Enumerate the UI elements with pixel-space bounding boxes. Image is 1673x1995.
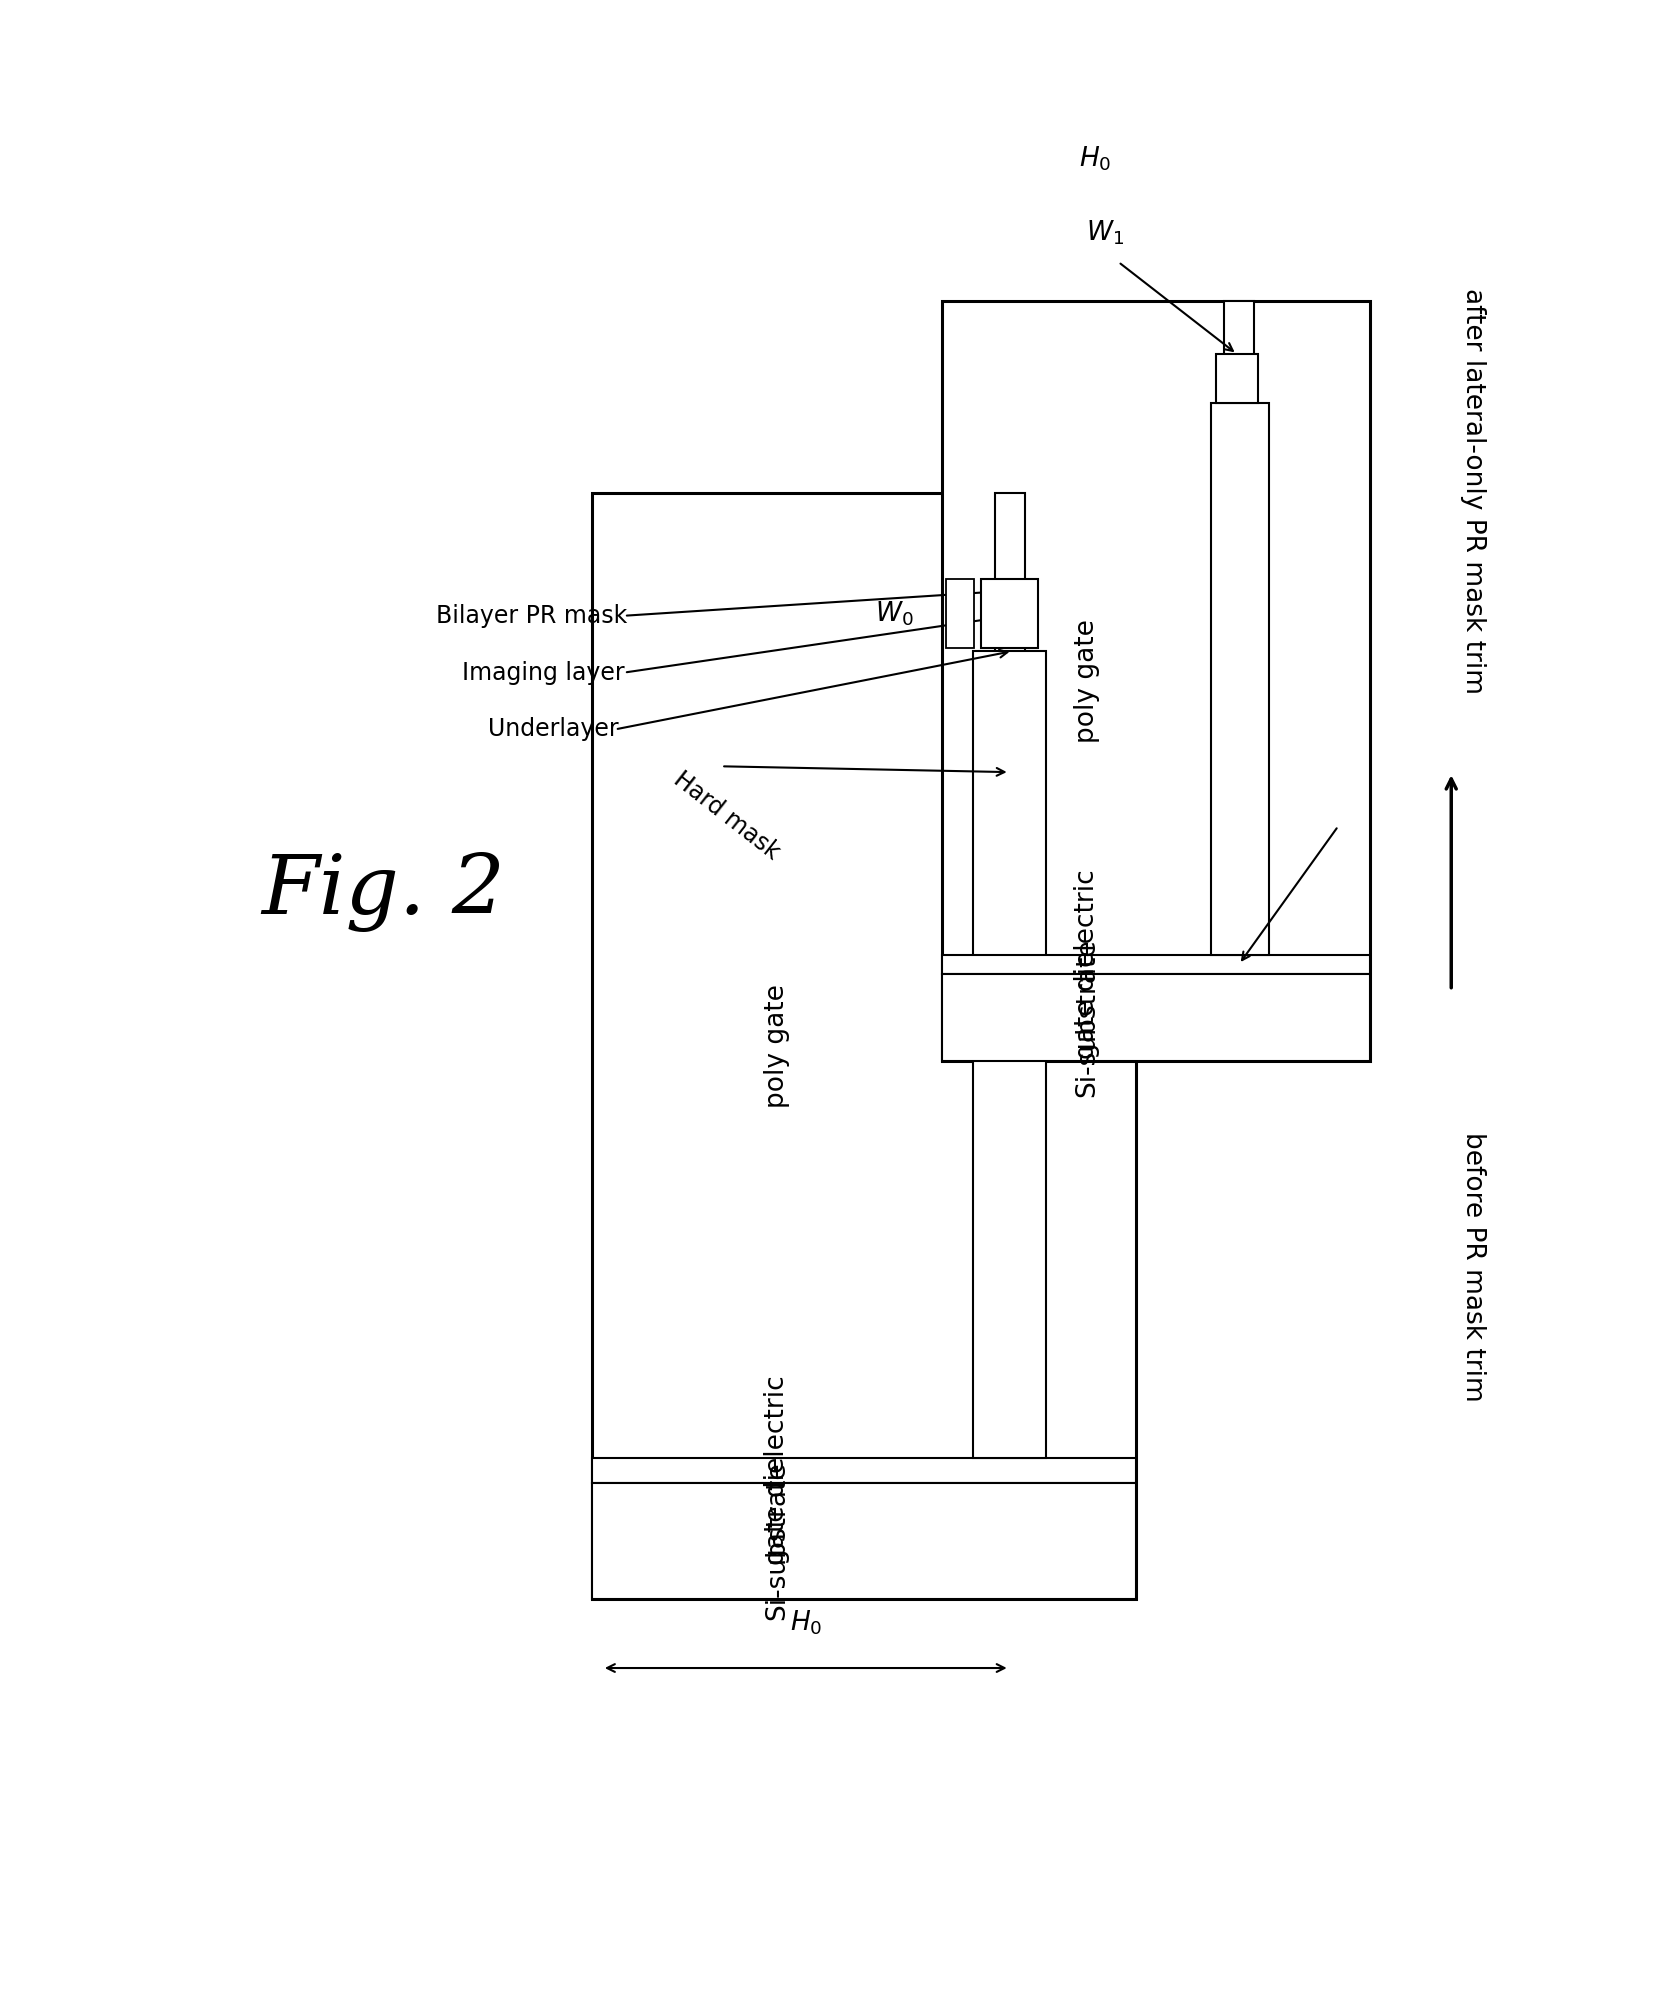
Bar [1216,353,1258,403]
Bar [980,579,1039,648]
Text: gate dielectric: gate dielectric [1074,870,1101,1059]
Text: $H_0$: $H_0$ [1079,146,1113,174]
Text: Hard mask: Hard mask [669,766,785,864]
Text: gate dielectric: gate dielectric [765,1377,790,1566]
Bar [972,650,1046,1458]
Bar [942,974,1370,1061]
Text: Si-substrate: Si-substrate [765,1462,790,1620]
Text: Imaging layer: Imaging layer [462,660,624,684]
Bar [592,1482,1136,1598]
Bar [592,1458,1136,1482]
Text: poly gate: poly gate [1074,618,1101,742]
Bar [994,493,1024,1598]
Text: Bilayer PR mask: Bilayer PR mask [437,604,627,628]
Text: poly gate: poly gate [765,984,790,1107]
Text: after lateral-only PR mask trim: after lateral-only PR mask trim [1461,287,1486,694]
Bar [1225,301,1255,1061]
Text: $W_0$: $W_0$ [875,598,913,628]
Text: before PR mask trim: before PR mask trim [1461,1133,1486,1402]
Bar [592,493,1136,1598]
Text: Si-substrate: Si-substrate [1074,938,1101,1097]
Bar [1211,403,1270,956]
Text: Underlayer: Underlayer [489,718,619,742]
Text: $H_0$: $H_0$ [790,1608,821,1638]
Bar [942,956,1370,974]
Text: Fig. 2: Fig. 2 [261,852,505,932]
Text: $W_1$: $W_1$ [1086,217,1124,247]
Bar [942,301,1370,1061]
Bar [945,579,974,648]
